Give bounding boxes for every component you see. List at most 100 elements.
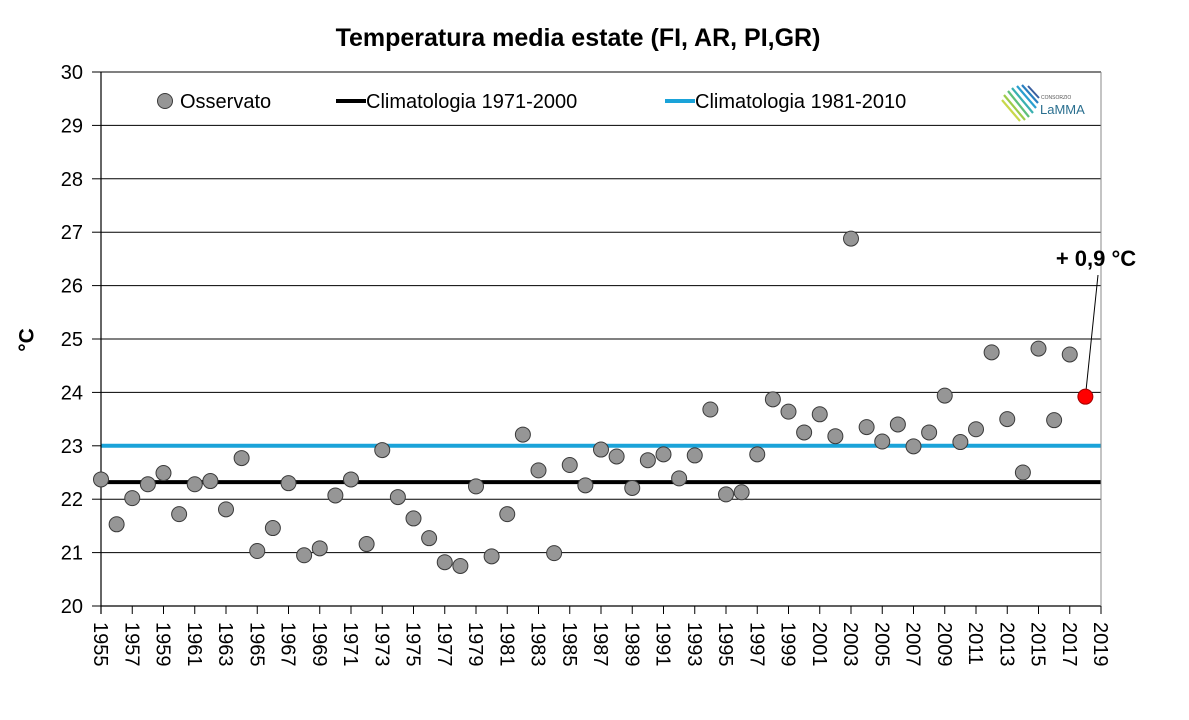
chart-title: Temperatura media estate (FI, AR, PI,GR) (336, 24, 821, 52)
y-tick-label: 26 (61, 276, 83, 298)
data-point (436, 554, 453, 571)
data-point (421, 530, 438, 547)
data-point (749, 446, 766, 463)
x-tick-label: 2013 (995, 622, 1017, 667)
data-point (249, 542, 266, 559)
data-point (499, 506, 516, 523)
data-point (311, 540, 328, 557)
x-tick-label: 2003 (839, 622, 861, 667)
data-point (218, 501, 234, 518)
data-point (608, 448, 625, 465)
data-point (327, 487, 344, 504)
x-tick-label: 2001 (808, 622, 830, 667)
legend-label-clim-1981-2010: Climatologia 1981-2010 (695, 91, 906, 113)
data-point (968, 421, 984, 438)
data-point (827, 428, 844, 445)
x-tick-label: 1959 (152, 622, 174, 667)
data-point (264, 520, 281, 537)
data-point (671, 470, 688, 487)
y-tick-label: 20 (61, 596, 83, 618)
data-point (718, 486, 734, 503)
data-point (93, 471, 109, 488)
data-points (93, 230, 1094, 574)
x-tick-label: 2017 (1058, 622, 1080, 667)
x-tick-label: 1967 (277, 622, 299, 667)
y-tick-label: 30 (61, 62, 83, 84)
x-tick-label: 2015 (1027, 622, 1049, 667)
x-tick-label: 1977 (433, 622, 455, 667)
data-point (796, 424, 813, 441)
data-point (1014, 464, 1031, 481)
logo-small-text: CONSORZIO (1041, 95, 1071, 101)
data-point (186, 476, 203, 493)
data-point (952, 434, 969, 451)
y-tick-label: 21 (61, 543, 83, 565)
x-tick-label: 2007 (902, 622, 924, 667)
data-point (983, 344, 1000, 361)
data-point (686, 447, 703, 464)
data-point (452, 557, 469, 574)
y-axis-ticks: 20 21 22 23 24 25 26 27 28 29 30 (61, 62, 101, 618)
x-tick-label: 1961 (183, 622, 205, 667)
y-tick-label: 27 (61, 222, 83, 244)
axes (100, 72, 1102, 614)
data-point (468, 478, 484, 495)
data-point-highlight (1077, 388, 1094, 405)
data-point (874, 433, 891, 450)
x-tick-label: 1995 (714, 622, 736, 667)
x-tick-label: 1999 (777, 622, 799, 667)
data-point (593, 441, 609, 458)
y-tick-label: 28 (61, 169, 83, 191)
data-point (624, 479, 641, 496)
data-point (389, 489, 406, 506)
lamma-logo: CONSORZIO LaMMA (1001, 84, 1085, 122)
x-tick-label: 1955 (89, 622, 111, 667)
x-tick-label: 2019 (1089, 622, 1111, 667)
data-point (936, 387, 953, 404)
x-tick-label: 1973 (370, 622, 392, 667)
data-point (577, 477, 594, 494)
data-point (530, 462, 547, 479)
x-tick-label: 1997 (745, 622, 767, 667)
x-tick-label: 1983 (527, 622, 549, 667)
annotation-leader-line (1084, 274, 1099, 397)
legend-marker-osservato (157, 93, 173, 109)
logo-main-text: LaMMA (1040, 102, 1085, 117)
x-tick-label: 2009 (933, 622, 955, 667)
y-tick-label: 22 (61, 489, 83, 511)
x-tick-label: 1975 (402, 622, 424, 667)
data-point (546, 545, 563, 562)
data-point (811, 406, 828, 423)
x-tick-label: 1957 (120, 622, 142, 667)
data-point (858, 419, 875, 436)
data-point (905, 438, 922, 455)
y-tick-label: 23 (61, 436, 83, 458)
data-point (108, 516, 125, 533)
data-point (1046, 412, 1063, 429)
x-axis-ticks: 1955 1957 1959 1961 1963 1965 1967 1969 1971 1973… (89, 606, 1111, 667)
annotation-leader (1084, 274, 1099, 397)
logo-stripes-icon (1001, 84, 1040, 122)
legend-label-clim-1971-2000: Climatologia 1971-2000 (366, 91, 577, 113)
data-point (358, 536, 375, 553)
y-axis-label: °C (16, 328, 39, 352)
data-point (921, 424, 938, 441)
data-point (155, 465, 172, 482)
x-tick-label: 2005 (870, 622, 892, 667)
data-point (639, 452, 656, 469)
data-point (483, 548, 500, 565)
data-point (233, 450, 250, 467)
x-tick-label: 1979 (464, 622, 486, 667)
x-tick-label: 1969 (308, 622, 330, 667)
data-point (999, 411, 1016, 428)
data-point (514, 426, 531, 443)
x-tick-label: 1987 (589, 622, 611, 667)
annotation-label: + 0,9 °C (1056, 246, 1136, 271)
legend-label-osservato: Osservato (180, 91, 271, 113)
data-point (1061, 346, 1078, 363)
data-point (374, 442, 391, 459)
y-tick-label: 29 (61, 115, 83, 137)
data-point (1030, 340, 1047, 357)
data-point (405, 510, 422, 527)
